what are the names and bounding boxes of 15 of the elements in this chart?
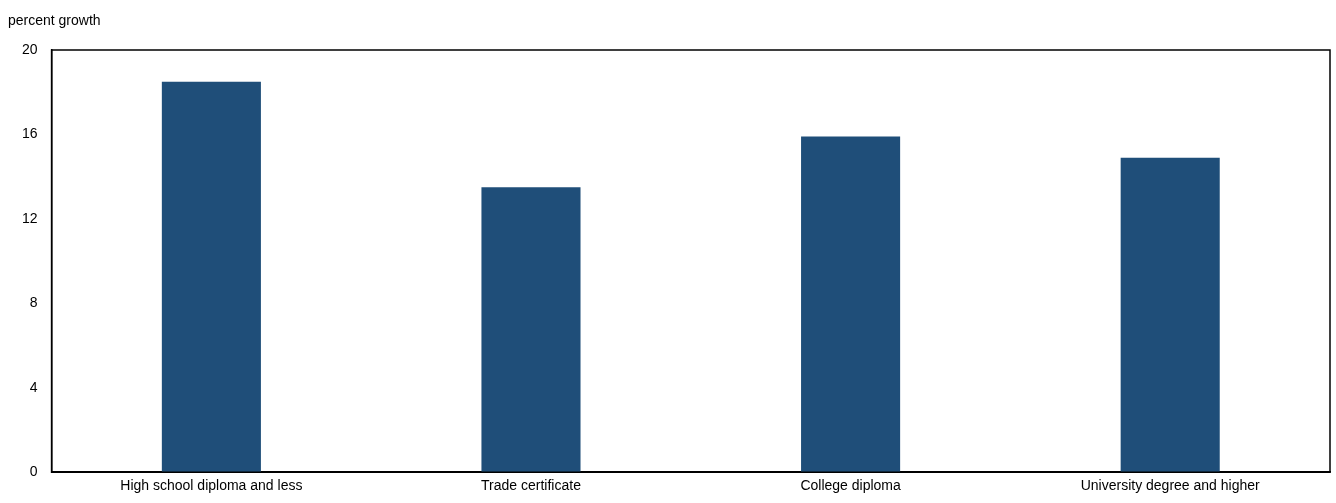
bar: [161, 81, 261, 473]
y-tick-label: 8: [29, 294, 38, 311]
y-tick-label: 16: [21, 125, 38, 142]
y-tick-label: 4: [29, 378, 38, 395]
x-tick-label: High school diploma and less: [120, 477, 303, 494]
bar: [1120, 157, 1220, 473]
y-tick-label: 20: [21, 40, 38, 57]
y-axis-title: percent growth: [8, 11, 101, 28]
x-tick-label: University degree and higher: [1080, 477, 1261, 494]
x-tick-label: Trade certificate: [481, 477, 582, 494]
y-tick-label: 0: [29, 463, 38, 480]
y-tick-label: 12: [21, 209, 38, 226]
bar: [801, 136, 901, 473]
bar: [481, 187, 581, 473]
x-tick-label: College diploma: [800, 477, 901, 494]
